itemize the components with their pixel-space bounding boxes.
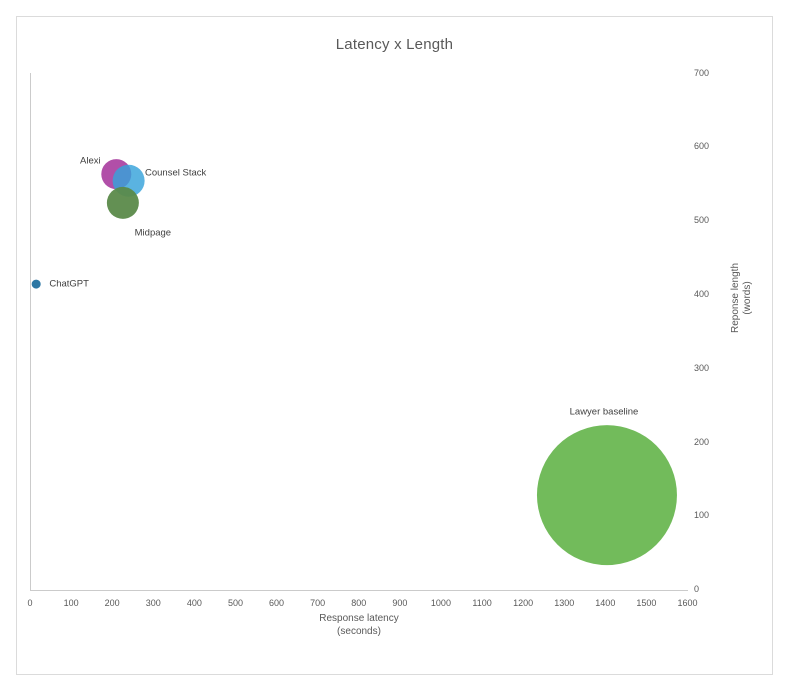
x-tick-label: 600: [269, 598, 285, 608]
x-tick-label: 0: [27, 598, 33, 608]
bubble-midpage[interactable]: [106, 186, 139, 219]
plot-area: [31, 159, 677, 566]
bubble-label: Alexi: [80, 155, 101, 167]
x-tick-label: 1300: [554, 598, 575, 608]
y-tick-label: 300: [694, 362, 710, 373]
y-tick-label: 700: [694, 67, 710, 78]
y-tick-label: 400: [694, 288, 710, 299]
x-tick-label: 1600: [677, 598, 698, 608]
x-tick-label: 500: [227, 598, 243, 608]
y-tick-label: 500: [694, 215, 710, 226]
y-axis-title: Reponse length (words): [730, 263, 754, 333]
y-axis-line: [30, 73, 31, 590]
x-axis-title-unit: (seconds): [337, 626, 381, 637]
y-tick-label: 200: [694, 436, 710, 447]
y-tick-label: 600: [694, 141, 710, 152]
x-tick-label: 1400: [595, 598, 616, 608]
x-tick-label: 200: [104, 598, 120, 608]
x-axis-title-text: Response latency: [319, 613, 399, 624]
x-tick-label: 1500: [636, 598, 657, 608]
bubble-label: Midpage: [134, 227, 172, 239]
x-tick-label: 700: [310, 598, 326, 608]
x-tick-label: 100: [63, 598, 79, 608]
y-axis-title-unit: (words): [742, 281, 753, 315]
bubble-lawyer-baseline[interactable]: [536, 425, 677, 566]
x-tick-label: 800: [351, 598, 367, 608]
x-tick-label: 900: [392, 598, 408, 608]
bubble-label: Counsel Stack: [144, 167, 207, 179]
bubble-chart: Latency x Length Alexi Counsel Stack Midpa…: [16, 16, 773, 675]
chart-title: Latency x Length: [335, 36, 454, 53]
y-tick-label: 0: [694, 584, 700, 595]
y-axis-title-text: Reponse length: [730, 262, 741, 334]
x-axis-line: [30, 590, 688, 591]
x-tick-label: 400: [186, 598, 202, 608]
x-tick-label: 300: [145, 598, 161, 608]
bubble-chatgpt[interactable]: [31, 279, 41, 289]
bubble-label: Lawyer baseline: [569, 406, 639, 418]
y-tick-label: 100: [694, 510, 710, 521]
x-tick-label: 1200: [513, 598, 534, 608]
bubble-label: ChatGPT: [49, 278, 89, 290]
x-tick-label: 1000: [430, 598, 451, 608]
x-axis-title: Response latency (seconds): [30, 612, 688, 638]
x-tick-label: 1100: [472, 598, 492, 608]
